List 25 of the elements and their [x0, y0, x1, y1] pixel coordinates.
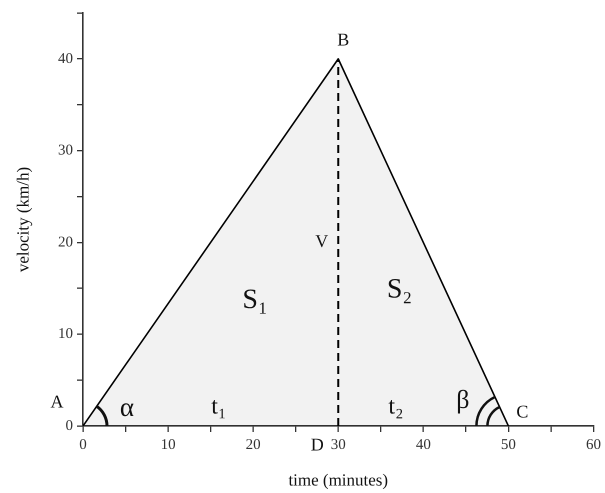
annotation: β — [456, 385, 470, 414]
annotation: S₂ — [386, 273, 412, 304]
x-tick-label: 0 — [79, 436, 87, 453]
y-tick-label: 30 — [58, 142, 73, 159]
x-tick-label: 40 — [416, 436, 431, 453]
x-tick-label: 50 — [500, 436, 516, 453]
y-axis-title: velocity (km/h) — [14, 166, 33, 272]
annotation: A — [50, 392, 64, 412]
y-tick-label: 40 — [58, 50, 73, 67]
annotation: α — [120, 392, 134, 422]
y-tick-label: 0 — [66, 418, 73, 434]
annotation: t₂ — [388, 393, 404, 420]
annotation: B — [337, 30, 350, 50]
annotation: D — [310, 434, 324, 455]
x-tick-label: 10 — [160, 436, 176, 453]
ref-line-label: V — [315, 231, 328, 252]
y-tick-label: 20 — [58, 234, 73, 250]
annotation: S₁ — [242, 284, 268, 315]
annotation: t₁ — [211, 393, 226, 420]
x-tick-label: 30 — [330, 436, 346, 453]
y-tick-label: 10 — [58, 326, 73, 342]
x-tick-label: 20 — [246, 436, 261, 453]
x-axis-title: time (minutes) — [288, 470, 388, 490]
annotation: C — [516, 402, 528, 422]
x-tick-label: 60 — [586, 436, 601, 453]
